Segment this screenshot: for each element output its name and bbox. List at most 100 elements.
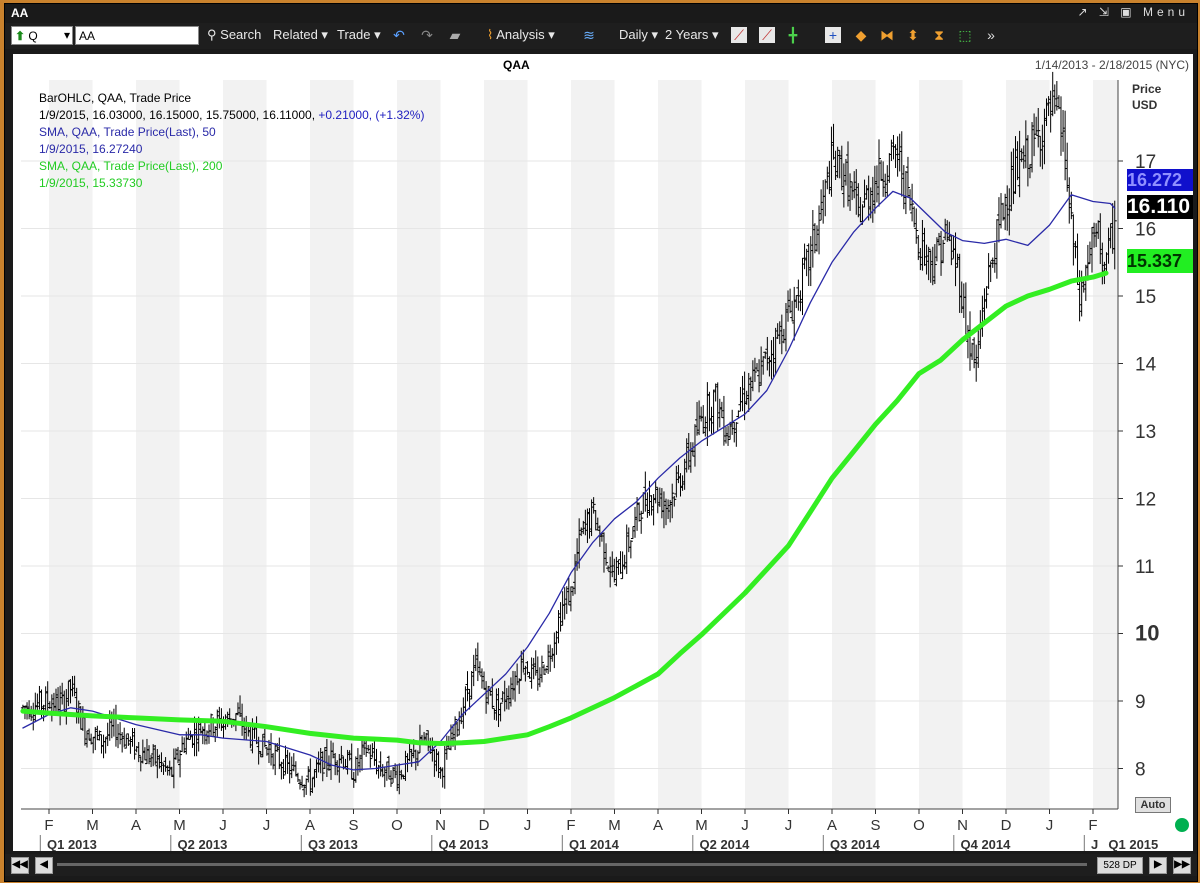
trade-menu[interactable]: Trade ▾ — [337, 27, 381, 42]
quarter-label: Q3 2014 — [830, 837, 881, 851]
month-band — [571, 80, 615, 809]
analysis-icon: ⌇ — [487, 27, 494, 42]
app-window: AA ↗ ⇲ ▣ Menu ⬆ Q ▾ AA ⚲ Search Related … — [4, 3, 1198, 882]
x-tick-label: S — [348, 817, 358, 834]
search-icon: ⚲ — [207, 27, 217, 42]
y-tick-label: 12 — [1135, 490, 1156, 511]
scroll-icon[interactable]: ◆ — [855, 27, 867, 43]
folder-icon[interactable]: ▰ — [449, 27, 461, 43]
title-bar: AA ↗ ⇲ ▣ Menu — [5, 4, 1197, 22]
quarter-label: Q2 2013 — [178, 837, 228, 851]
legend-sma200-title: SMA, QAA, Trade Price(Last), 200 — [39, 159, 223, 173]
redo-icon[interactable]: ↷ — [421, 27, 433, 43]
x-tick-label: N — [435, 817, 446, 834]
analysis-label: Analysis — [496, 27, 545, 42]
y-tick-label: 14 — [1135, 355, 1157, 376]
x-tick-label: O — [913, 817, 925, 834]
quarter-label: Q1 2014 — [569, 837, 620, 851]
symbol-type-select[interactable]: ⬆ Q ▾ — [11, 26, 73, 45]
price-axis-label: Price — [1132, 82, 1162, 96]
scroll-end-button[interactable]: ▶▶ — [1173, 857, 1191, 874]
x-tick-label: J — [741, 817, 749, 834]
quarter-label: Q3 2013 — [308, 837, 358, 851]
data-points-count[interactable]: 528 DP — [1097, 857, 1143, 874]
window-controls[interactable]: ↗ ⇲ ▣ Menu — [1077, 5, 1189, 19]
scroll-back-button[interactable]: ◀ — [35, 857, 53, 874]
legend-ohlc-values: 1/9/2015, 16.03000, 16.15000, 15.75000, … — [39, 108, 424, 122]
analysis-menu[interactable]: ⌇ Analysis ▾ — [487, 27, 555, 42]
quarter-label: Q1 2013 — [47, 837, 97, 851]
interval-menu[interactable]: Daily ▾ — [619, 27, 659, 42]
last-price-badge: 16.110 — [1127, 195, 1193, 219]
x-tick-label: S — [870, 817, 880, 834]
related-label: Related — [273, 27, 318, 42]
chart-title: QAA — [503, 58, 530, 72]
quarter-label: Q4 2013 — [439, 837, 489, 851]
zoom-vertical-icon[interactable]: ⬍ — [907, 27, 919, 43]
x-tick-label: J — [1046, 817, 1054, 834]
auto-scale-button[interactable]: Auto — [1135, 797, 1171, 813]
x-tick-label: J — [524, 817, 532, 834]
month-band — [223, 80, 267, 809]
add-indicator-icon[interactable]: + — [825, 27, 841, 43]
sma50-series-line — [22, 190, 1116, 771]
legend-ohlc-text: 1/9/2015, 16.03000, 16.15000, 15.75000, … — [39, 108, 316, 122]
legend-sma50-title: SMA, QAA, Trade Price(Last), 50 — [39, 125, 216, 139]
x-tick-label: M — [608, 817, 621, 834]
y-tick-label: 17 — [1135, 152, 1156, 173]
waves-icon[interactable]: ≋ — [583, 27, 595, 43]
y-tick-label: 8 — [1135, 760, 1146, 781]
legend-sma50-value: 1/9/2015, 16.27240 — [39, 142, 143, 156]
month-band — [919, 80, 963, 809]
chart-area[interactable]: 8 9 10 11 12 13 14 15 16 17 F M A M J J A S O N D J F M A M J J A S O N… — [13, 54, 1193, 851]
trade-label: Trade — [337, 27, 371, 42]
toolbar: ⬆ Q ▾ AA ⚲ Search Related ▾ Trade ▾ ↶ ↷ … — [5, 23, 1197, 49]
compare-chart-icon[interactable]: ⟋ — [759, 27, 775, 43]
x-tick-label: N — [957, 817, 968, 834]
x-tick-label: M — [86, 817, 99, 834]
scroll-start-button[interactable]: ◀◀ — [11, 857, 29, 874]
x-tick-label: J — [263, 817, 271, 834]
legend-series-title: BarOHLC, QAA, Trade Price — [39, 91, 192, 105]
x-tick-label: O — [391, 817, 403, 834]
crosshair-icon[interactable]: ╋ — [788, 27, 798, 43]
range-label: 2 Years — [665, 27, 709, 42]
x-tick-label: A — [131, 817, 141, 834]
zoom-horizontal-icon[interactable]: ⧓ — [880, 27, 894, 43]
x-tick-label: M — [173, 817, 186, 834]
y-tick-label: 16 — [1135, 220, 1156, 241]
cursor-icon[interactable]: ⬚ — [958, 27, 972, 43]
range-menu[interactable]: 2 Years ▾ — [665, 27, 719, 42]
x-tick-label: M — [695, 817, 708, 834]
x-tick-label: F — [44, 817, 53, 834]
y-tick-label: 15 — [1135, 287, 1156, 308]
scroll-forward-button[interactable]: ▶ — [1149, 857, 1167, 874]
hourglass-icon[interactable]: ⧗ — [934, 27, 944, 43]
time-scrollbar[interactable] — [57, 863, 1087, 866]
y-tick-label: 11 — [1135, 557, 1155, 578]
x-tick-label: A — [827, 817, 837, 834]
x-tick-label: A — [653, 817, 663, 834]
month-band — [745, 80, 789, 809]
dropdown-icon: ▾ — [63, 28, 70, 42]
window-title: AA — [11, 6, 29, 20]
search-label: Search — [220, 27, 262, 42]
month-band — [310, 80, 354, 809]
month-band — [136, 80, 180, 809]
x-tick-label: J — [785, 817, 793, 834]
month-band — [658, 80, 702, 809]
undo-icon[interactable]: ↶ — [393, 27, 405, 43]
status-bar: ◀◀ ◀ 528 DP ▶ ▶▶ — [5, 854, 1197, 876]
month-band — [1006, 80, 1050, 809]
sma200-price-badge: 15.337 — [1127, 249, 1193, 273]
related-menu[interactable]: Related ▾ — [273, 27, 328, 42]
y-tick-label: 10 — [1135, 621, 1159, 646]
symbol-input[interactable]: AA — [75, 26, 199, 45]
search-button[interactable]: ⚲ Search — [207, 27, 261, 43]
interval-label: Daily — [619, 27, 648, 42]
y-tick-label: 13 — [1135, 422, 1156, 443]
more-icon[interactable]: » — [987, 27, 995, 43]
line-chart-icon[interactable]: ⟋ — [731, 27, 747, 43]
x-tick-label: F — [1088, 817, 1097, 834]
